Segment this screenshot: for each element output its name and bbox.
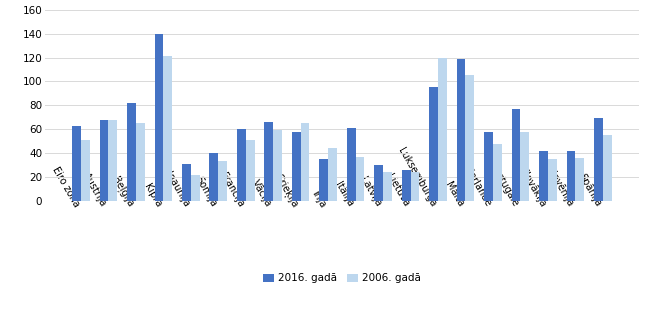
Bar	[273, 130, 282, 201]
Bar	[493, 144, 502, 201]
Bar	[566, 151, 575, 201]
Bar	[301, 123, 310, 201]
Bar	[108, 120, 117, 201]
Bar	[410, 172, 419, 201]
Bar	[163, 56, 172, 201]
Bar	[72, 126, 81, 201]
Bar	[81, 140, 90, 201]
Bar	[182, 164, 191, 201]
Bar	[191, 175, 199, 201]
Bar	[292, 132, 301, 201]
Bar	[511, 109, 521, 201]
Bar	[347, 128, 355, 201]
Bar	[136, 123, 144, 201]
Bar	[328, 148, 337, 201]
Bar	[594, 119, 603, 201]
Bar	[466, 75, 474, 201]
Bar	[210, 153, 218, 201]
Bar	[99, 120, 108, 201]
Bar	[521, 132, 529, 201]
Bar	[319, 159, 328, 201]
Bar	[484, 132, 493, 201]
Bar	[127, 103, 136, 201]
Bar	[218, 161, 227, 201]
Bar	[457, 59, 466, 201]
Bar	[264, 122, 273, 201]
Bar	[603, 135, 611, 201]
Bar	[548, 159, 557, 201]
Bar	[429, 87, 438, 201]
Bar	[383, 172, 392, 201]
Bar	[402, 170, 410, 201]
Bar	[237, 129, 246, 201]
Bar	[438, 58, 447, 201]
Legend: 2016. gadā, 2006. gadā: 2016. gadā, 2006. gadā	[259, 269, 425, 287]
Bar	[355, 157, 364, 201]
Bar	[374, 165, 383, 201]
Bar	[575, 158, 584, 201]
Bar	[246, 140, 255, 201]
Bar	[539, 151, 548, 201]
Bar	[155, 34, 163, 201]
